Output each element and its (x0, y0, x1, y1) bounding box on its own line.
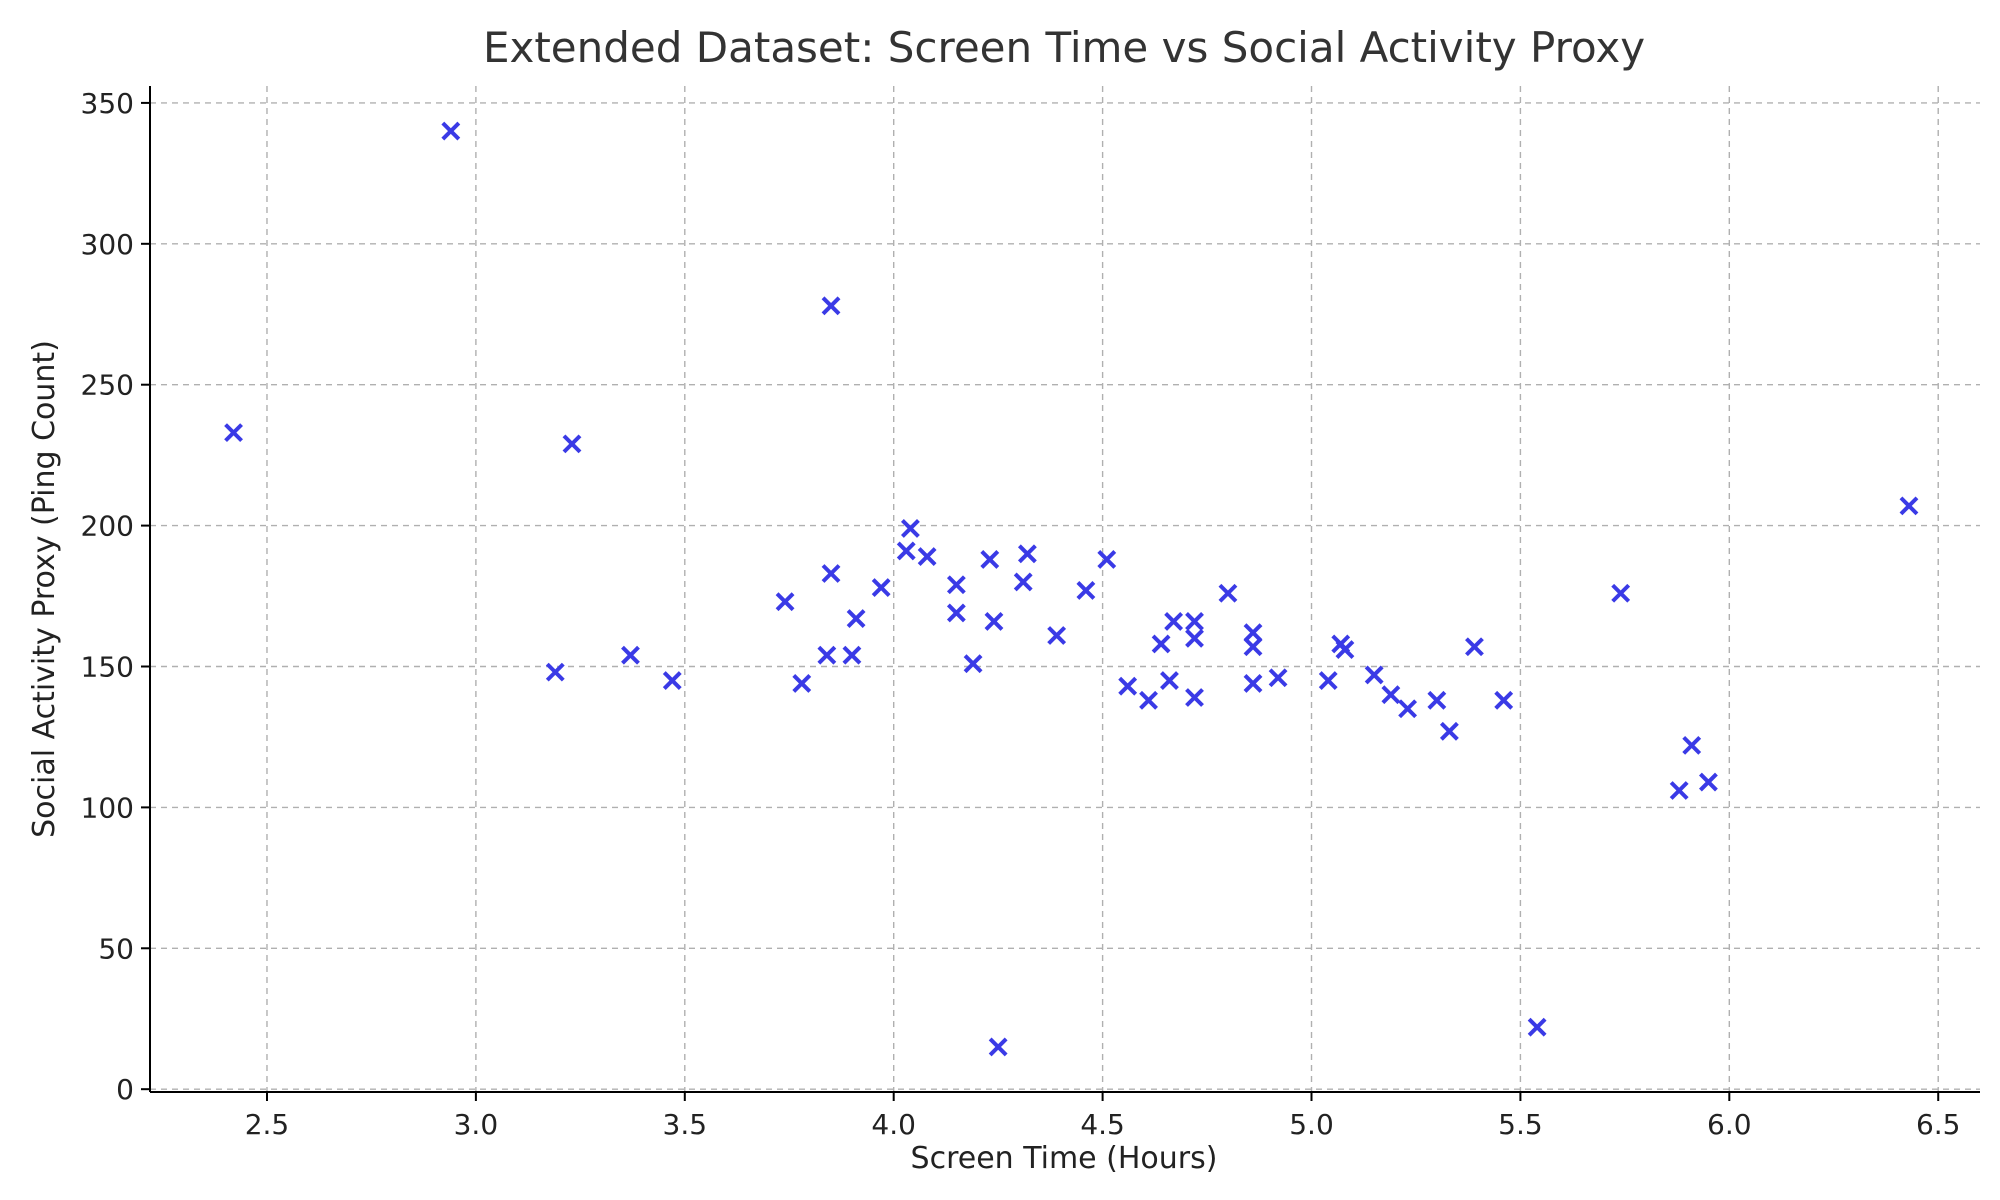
data-point (562, 434, 582, 454)
data-point (817, 645, 837, 665)
x-axis-label: Screen Time (Hours) (911, 1141, 1218, 1176)
x-tick-label: 4.0 (871, 1108, 916, 1141)
x-tick-label: 6.0 (1707, 1108, 1752, 1141)
x-tick-label: 6.5 (1916, 1108, 1961, 1141)
y-tick-label: 0 (116, 1073, 134, 1106)
data-point (821, 296, 841, 316)
data-point (792, 673, 812, 693)
y-tick-label: 250 (81, 369, 134, 402)
data-point (1527, 1017, 1547, 1037)
data-point (1164, 611, 1184, 631)
data-point (1318, 671, 1338, 690)
data-point (1465, 637, 1484, 657)
x-tick-label: 3.5 (663, 1108, 708, 1141)
data-point (1611, 583, 1631, 603)
data-point (1097, 549, 1117, 569)
data-point (871, 578, 891, 598)
data-point (946, 575, 966, 595)
data-point (1013, 572, 1033, 592)
data-point (1160, 671, 1179, 690)
data-point (1398, 699, 1418, 719)
data-point (224, 423, 243, 443)
grid-lines (150, 86, 1980, 1092)
data-point (1076, 580, 1096, 600)
data-point (1185, 688, 1204, 707)
data-point (980, 549, 1000, 569)
data-point (1243, 623, 1263, 643)
data-point (662, 671, 682, 690)
data-point (1364, 665, 1384, 685)
data-point (1185, 611, 1204, 631)
y-tick-label: 50 (98, 932, 134, 965)
y-axis-label: Social Activity Proxy (Ping Count) (27, 340, 62, 838)
y-tick-label: 300 (81, 228, 134, 261)
data-point (1185, 628, 1204, 648)
data-point (1699, 772, 1718, 792)
data-point (1669, 781, 1689, 800)
data-point (1439, 721, 1459, 741)
data-point (984, 611, 1004, 631)
chart-title: Extended Dataset: Screen Time vs Social … (483, 23, 1645, 72)
data-point (621, 645, 640, 665)
data-point (917, 547, 937, 567)
data-point (1243, 673, 1263, 693)
x-tick-label: 5.5 (1498, 1108, 1543, 1141)
data-point (1381, 685, 1401, 705)
y-tick-label: 200 (81, 510, 134, 543)
data-point (1494, 690, 1514, 710)
y-tick-label: 150 (81, 650, 134, 683)
data-point (1427, 690, 1447, 710)
data-point (545, 662, 565, 682)
data-point (1139, 690, 1158, 710)
y-axis-ticks: 0 50 100 150 200 250 300 350 (81, 87, 150, 1106)
data-point (946, 603, 966, 623)
data-point (1151, 634, 1171, 654)
data-point (1047, 626, 1067, 645)
data-point (441, 121, 461, 141)
y-tick-label: 100 (81, 791, 134, 824)
data-point (775, 592, 795, 612)
y-tick-label: 350 (81, 87, 134, 120)
data-point (1017, 544, 1037, 564)
data-point (896, 541, 916, 561)
data-point (963, 654, 983, 674)
data-point (988, 1037, 1008, 1057)
data-point (1682, 735, 1702, 755)
axes-spines (149, 86, 1980, 1093)
x-tick-label: 3.0 (454, 1108, 499, 1141)
data-point (900, 519, 920, 538)
data-point (1899, 496, 1919, 516)
data-point (1118, 676, 1138, 696)
data-point (846, 609, 866, 629)
x-tick-label: 4.5 (1080, 1108, 1125, 1141)
data-point (1268, 668, 1288, 688)
data-point (842, 645, 862, 665)
x-tick-label: 5.0 (1289, 1108, 1334, 1141)
data-point (821, 564, 841, 583)
data-point (1243, 637, 1263, 657)
data-points (224, 121, 1919, 1057)
data-point (1218, 583, 1238, 603)
x-axis-ticks: 2.5 3.0 3.5 4.0 4.5 5.0 5.5 6.0 6.5 (245, 1092, 1961, 1141)
x-tick-label: 2.5 (245, 1108, 290, 1141)
data-point (1335, 640, 1355, 659)
